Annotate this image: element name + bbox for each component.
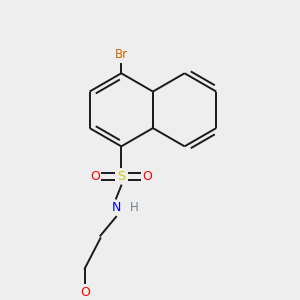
- Text: O: O: [90, 170, 100, 183]
- Text: N: N: [111, 202, 121, 214]
- Text: O: O: [80, 286, 90, 298]
- Text: O: O: [142, 170, 152, 183]
- Text: S: S: [117, 170, 125, 183]
- Text: Br: Br: [115, 49, 128, 62]
- Text: H: H: [130, 202, 139, 214]
